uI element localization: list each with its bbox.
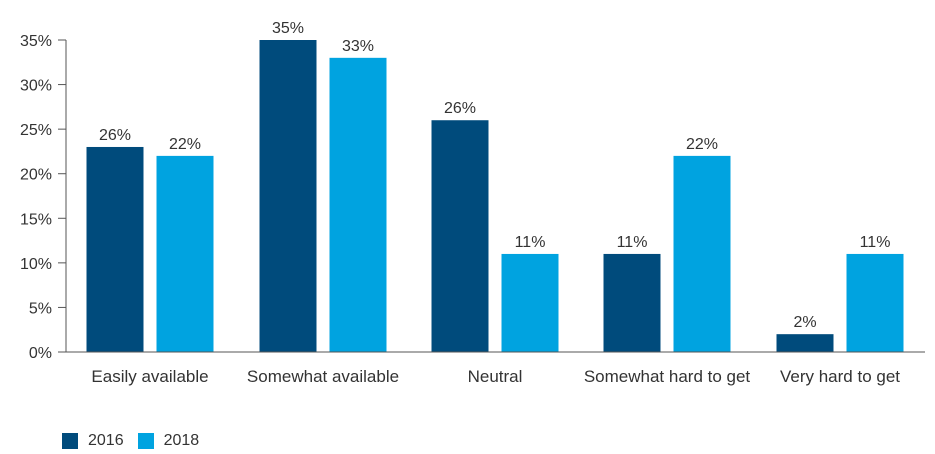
data-label-2016: 11% [617,234,648,251]
data-label-2018: 11% [515,234,546,251]
category-label: Very hard to get [780,367,900,386]
bar-2016 [86,146,144,352]
y-tick-label: 10% [20,256,52,273]
bar-2018 [846,253,904,352]
legend-item-2018: 2018 [137,432,200,450]
y-tick-label: 5% [29,300,52,317]
category-label: Somewhat available [247,367,399,386]
bar-2018 [673,155,731,352]
data-label-2018: 22% [686,136,718,153]
legend-item-2016: 2016 [62,432,124,450]
data-label-2016: 26% [444,100,476,117]
bar-2018 [329,57,387,352]
legend-swatch-2018 [137,433,154,449]
legend-swatch-2016 [62,433,78,449]
bar-2016 [431,120,489,352]
legend-label-2018: 2018 [163,432,200,449]
data-label-2018: 11% [860,234,891,251]
bar-2016 [776,334,834,352]
data-label-2018: 33% [342,38,374,55]
data-label-2016: 2% [793,314,816,331]
bar-2018 [156,155,214,352]
bar-2018 [501,253,559,352]
bar-2016 [259,40,317,352]
y-axis: 0% 5% 10% 15% 20% 25% 30% 35% [20,33,67,362]
bar-2016 [603,253,661,352]
y-tick-label: 30% [20,78,52,95]
category-label: Somewhat hard to get [584,367,751,386]
bars: 26% 22% 35% 33% 26% 11% 11% 22% 2% 11% [86,20,904,352]
y-tick-label: 0% [29,345,52,362]
data-label-2016: 26% [99,127,131,144]
y-tick-label: 20% [20,167,52,184]
y-tick-label: 25% [20,122,52,139]
x-axis: Easily available Somewhat available Neutra… [66,351,925,386]
category-label: Neutral [468,367,523,386]
legend-label-2016: 2016 [88,432,124,449]
data-label-2018: 22% [169,136,201,153]
category-label: Easily available [91,367,208,386]
y-tick-label: 35% [20,33,52,50]
legend: 2016 2018 [62,432,213,450]
data-label-2016: 35% [272,20,304,37]
y-tick-label: 15% [20,211,52,228]
